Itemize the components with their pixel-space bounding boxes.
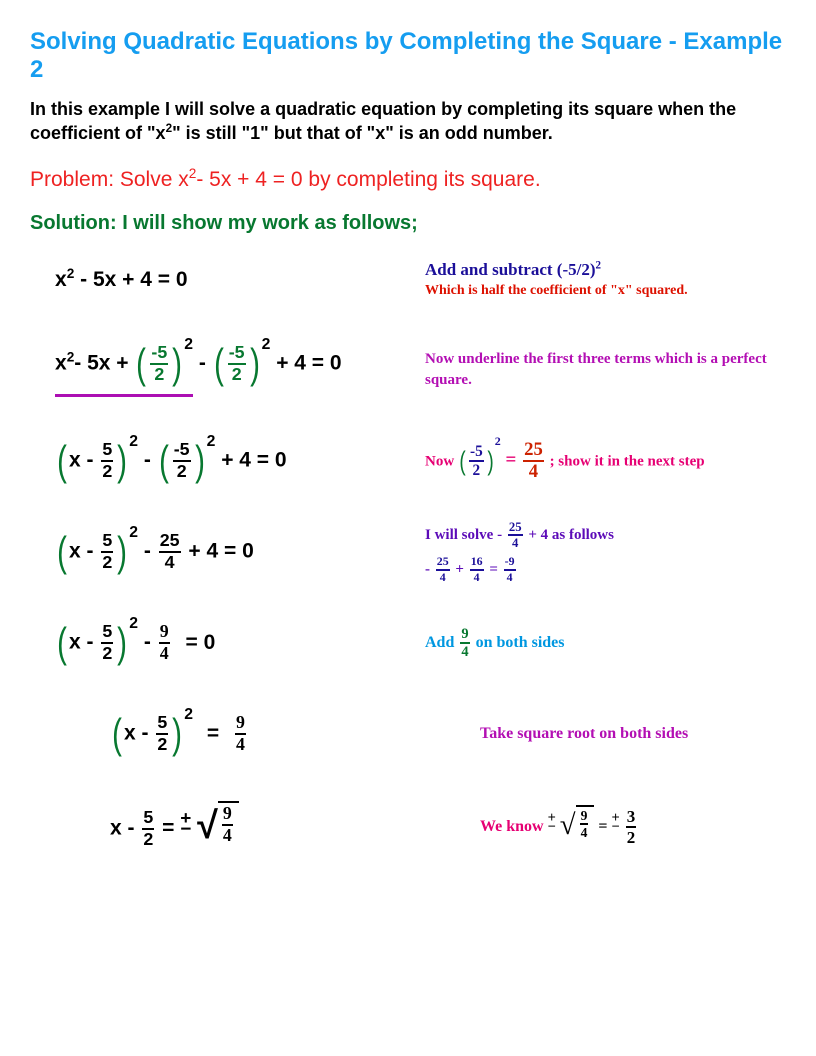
step-6: (x - 52)2 = 94 Take square root on both … — [30, 702, 786, 767]
s7-rn2: 9 — [580, 809, 589, 826]
step-2-math: x2- 5x + (-52)2 - (-52)2 + 4 = 0 — [30, 344, 425, 397]
page-title: Solving Quadratic Equations by Completin… — [30, 28, 786, 83]
problem-suffix: - 5x + 4 = 0 by completing its square. — [196, 168, 540, 191]
s4-fdd: 4 — [504, 571, 516, 584]
problem-statement: Problem: Solve x2- 5x + 4 = 0 by complet… — [30, 166, 786, 192]
step-6-math: (x - 52)2 = 94 — [30, 714, 480, 754]
s3-fd: 2 — [469, 462, 484, 478]
s5-fd: 4 — [460, 644, 469, 659]
s2-m2: - — [193, 351, 212, 374]
s6-f2d: 4 — [235, 735, 246, 754]
problem-prefix: Problem: Solve x — [30, 168, 189, 191]
step-3: (x - 52)2 - (-52)2 + 4 = 0 Now (-52)2 = … — [30, 429, 786, 494]
s3-tail: + 4 = 0 — [215, 449, 286, 472]
s7-rn: 9 — [222, 805, 233, 826]
step-5-math: (x - 52)2 - 94 = 0 — [30, 623, 425, 663]
s6-f1d: 2 — [156, 735, 168, 754]
step-1-math: x2 - 5x + 4 = 0 — [30, 266, 425, 292]
s7-rd2: 4 — [580, 825, 589, 840]
intro-text: In this example I will solve a quadratic… — [30, 97, 786, 146]
step-4-note: I will solve - 254 + 4 as follows - 254 … — [425, 521, 786, 584]
s5-tail: = 0 — [172, 631, 216, 654]
s3-pre: x - — [69, 449, 99, 472]
s5-f1d: 2 — [101, 644, 113, 663]
s2-f1n: -5 — [150, 344, 168, 365]
s5-nb: on both sides — [472, 634, 565, 651]
step-3-math: (x - 52)2 - (-52)2 + 4 = 0 — [30, 441, 425, 481]
intro-part-b: " is still "1" but that of "x" is an odd… — [172, 123, 553, 143]
s2-tail: + 4 = 0 — [270, 351, 341, 374]
s3-fn: -5 — [469, 444, 484, 462]
s4-l2a: - — [425, 561, 434, 577]
s3-na: Now — [425, 453, 458, 469]
s4-na: I will solve - — [425, 527, 506, 543]
step-4: (x - 52)2 - 254 + 4 = 0 I will solve - 2… — [30, 520, 786, 585]
s7-na: We know — [480, 818, 548, 835]
s5-na: Add — [425, 634, 458, 651]
s6-f2n: 9 — [235, 714, 246, 735]
s2-f2d: 2 — [228, 365, 246, 384]
s4-plus: + — [452, 561, 468, 577]
step-1: x2 - 5x + 4 = 0 Add and subtract (-5/2)2… — [30, 247, 786, 312]
step-1-note: Add and subtract (-5/2)2 Which is half t… — [425, 258, 786, 301]
s3-nb: ; show it in the next step — [546, 453, 705, 469]
s5-f1n: 5 — [101, 623, 113, 644]
s7-f1d: 2 — [142, 830, 154, 849]
step-7-note: We know +− √94 = +− 32 — [480, 805, 786, 846]
s1-note-a: Add and subtract (-5/2) — [425, 260, 596, 279]
s4-tail: + 4 = 0 — [183, 540, 254, 563]
step-4-math: (x - 52)2 - 254 + 4 = 0 — [30, 532, 425, 572]
s3-eq: = — [501, 449, 521, 470]
s7-pre: x - — [110, 817, 140, 840]
s6-f1n: 5 — [156, 714, 168, 735]
s2-pre: x — [55, 351, 67, 374]
s5-f2n: 9 — [159, 623, 170, 644]
s2-f1d: 2 — [150, 365, 168, 384]
step-2-note: Now underline the first three terms whic… — [425, 349, 786, 391]
s5-f2d: 4 — [159, 644, 170, 663]
s4-fan: 25 — [508, 521, 523, 537]
step-2: x2- 5x + (-52)2 - (-52)2 + 4 = 0 Now und… — [30, 338, 786, 403]
s2-m1: - 5x + — [74, 351, 134, 374]
s3-f1n: 5 — [101, 441, 113, 462]
s4-f1n: 5 — [101, 532, 113, 553]
s4-fad: 4 — [508, 536, 523, 550]
s6-eq: = — [193, 722, 233, 745]
s3-f1d: 2 — [101, 462, 113, 481]
s3-f2n: -5 — [173, 441, 191, 462]
s3-mid: - — [138, 449, 157, 472]
step-5: (x - 52)2 - 94 = 0 Add 94 on both sides — [30, 611, 786, 676]
s7-eq: = — [156, 817, 180, 840]
step-3-note: Now (-52)2 = 254 ; show it in the next s… — [425, 441, 786, 482]
s1-mid: - 5x + 4 = 0 — [74, 268, 187, 291]
step-5-note: Add 94 on both sides — [425, 627, 786, 660]
s1-note-b: Which is half the coefficient of "x" squ… — [425, 281, 786, 301]
s4-fcd: 4 — [470, 571, 484, 584]
step-7: x - 52 = +− √94 We know +− √94 = +− 32 — [30, 793, 786, 858]
s1-note-sup: 2 — [596, 259, 602, 271]
step-7-math: x - 52 = +− √94 — [30, 801, 480, 849]
s5-fn: 9 — [460, 627, 469, 644]
s4-fcn: 16 — [470, 556, 484, 571]
s1-pre: x — [55, 268, 67, 291]
s4-f1d: 2 — [101, 553, 113, 572]
s4-fbn: 25 — [436, 556, 450, 571]
s4-eq: = — [486, 561, 502, 577]
s4-f2n: 25 — [159, 532, 181, 553]
s7-neq: = — [594, 818, 611, 835]
step-6-note: Take square root on both sides — [480, 723, 786, 745]
s7-f3d: 2 — [626, 828, 637, 846]
solution-heading: Solution: I will show my work as follows… — [30, 212, 786, 235]
s4-nb: + 4 as follows — [525, 527, 614, 543]
s4-fdn: -9 — [504, 556, 516, 571]
s3-25n: 25 — [523, 441, 544, 463]
s3-25d: 4 — [523, 462, 544, 482]
s4-fbd: 4 — [436, 571, 450, 584]
s7-rd: 4 — [222, 826, 233, 845]
s7-f1n: 5 — [142, 809, 154, 830]
s7-f3n: 3 — [626, 808, 637, 828]
s3-f2d: 2 — [173, 462, 191, 481]
s4-f2d: 4 — [159, 553, 181, 572]
s2-f2n: -5 — [228, 344, 246, 365]
